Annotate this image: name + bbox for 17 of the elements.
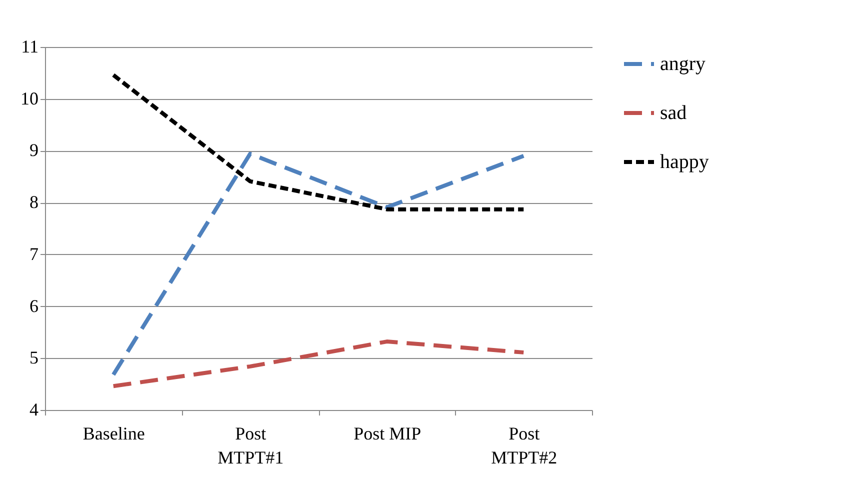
y-tick-label: 8 (30, 192, 38, 212)
y-tick-label: 5 (30, 348, 38, 368)
x-tick-label: Post MTPT#1 (218, 424, 284, 468)
x-tick-label: Post MTPT#2 (491, 424, 558, 468)
line-series (111, 340, 526, 388)
x-tick-label: Baseline (82, 424, 145, 444)
y-tick-label: 7 (30, 244, 38, 264)
y-tick-label: 6 (30, 296, 38, 316)
line-series (111, 152, 526, 377)
y-tick-label: 10 (20, 88, 38, 108)
y-tick-label: 11 (21, 36, 38, 56)
legend-label: sad (660, 102, 687, 124)
y-tick-label: 9 (30, 140, 38, 160)
x-tick-label: Post MIP (354, 424, 422, 444)
legend-label: happy (660, 151, 709, 173)
y-tick-label: 4 (30, 400, 38, 420)
legend-label: angry (660, 53, 706, 75)
